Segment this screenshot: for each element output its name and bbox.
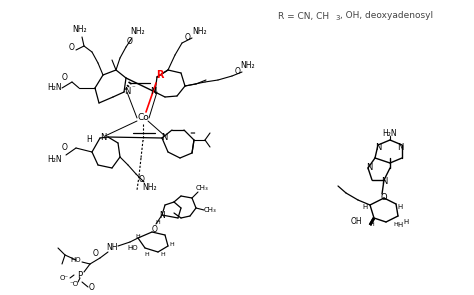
Text: O: O	[381, 193, 387, 201]
Text: NH₂: NH₂	[241, 61, 255, 71]
Text: HO: HO	[128, 245, 138, 251]
Text: NH₂: NH₂	[73, 25, 87, 35]
Text: N: N	[366, 163, 372, 173]
Text: NH₂: NH₂	[193, 27, 207, 37]
Text: Co: Co	[137, 114, 149, 122]
Text: CH₃: CH₃	[204, 207, 216, 213]
Text: R: R	[156, 70, 164, 80]
Text: O: O	[139, 176, 145, 184]
Text: N: N	[375, 143, 381, 153]
Text: O: O	[235, 68, 241, 76]
Text: NH: NH	[106, 243, 118, 253]
Text: O: O	[152, 225, 158, 235]
Text: R = CN, CH: R = CN, CH	[278, 12, 329, 20]
Text: O: O	[62, 143, 68, 153]
Text: O: O	[185, 34, 191, 42]
Text: N: N	[150, 88, 156, 96]
Text: H: H	[145, 252, 149, 256]
Text: ⁻: ⁻	[132, 85, 136, 91]
Text: O: O	[89, 283, 95, 293]
Text: H: H	[393, 222, 398, 227]
Text: N: N	[381, 178, 387, 186]
Text: H: H	[161, 253, 165, 258]
Text: H: H	[155, 219, 160, 224]
Text: N: N	[100, 134, 106, 142]
Text: 3: 3	[335, 15, 339, 21]
Text: O: O	[69, 43, 75, 53]
Text: CH₃: CH₃	[196, 185, 209, 191]
Text: O: O	[127, 37, 133, 47]
Text: O: O	[93, 250, 99, 258]
Text: H: H	[170, 242, 174, 248]
Text: HO: HO	[71, 257, 82, 263]
Text: H₂N: H₂N	[383, 129, 397, 137]
Text: , OH, deoxyadenosyl: , OH, deoxyadenosyl	[340, 12, 433, 20]
Text: H: H	[86, 135, 92, 145]
Text: H: H	[397, 222, 402, 228]
Text: N: N	[161, 134, 167, 142]
Text: H: H	[363, 204, 368, 210]
Text: H: H	[403, 219, 409, 225]
Text: O⁻: O⁻	[59, 275, 69, 281]
Text: H: H	[397, 204, 402, 210]
Text: H: H	[136, 235, 140, 240]
Text: N: N	[397, 143, 403, 153]
Text: OH: OH	[350, 217, 362, 227]
Text: =: =	[189, 130, 195, 136]
Text: H₂N: H₂N	[48, 155, 62, 165]
Text: N: N	[159, 211, 165, 219]
Text: N: N	[124, 88, 130, 96]
Text: H₂N: H₂N	[48, 83, 62, 93]
Text: P: P	[77, 271, 82, 279]
Text: O: O	[62, 73, 68, 83]
Text: ⁻O: ⁻O	[69, 281, 79, 287]
Text: NH₂: NH₂	[143, 183, 157, 193]
Text: H: H	[370, 222, 374, 227]
Text: NH₂: NH₂	[131, 27, 146, 37]
